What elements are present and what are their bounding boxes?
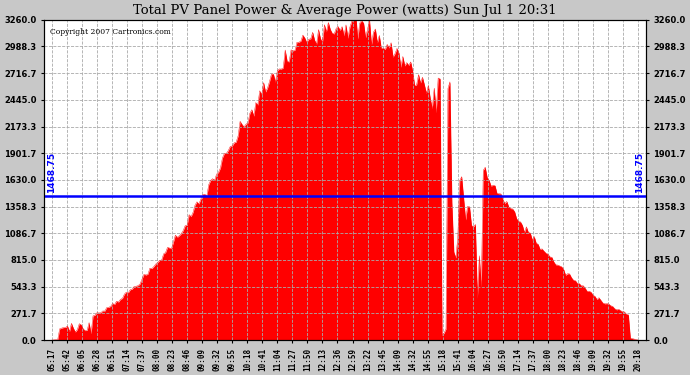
Text: 1468.75: 1468.75 (48, 152, 57, 193)
Text: 1468.75: 1468.75 (635, 152, 644, 193)
Text: Copyright 2007 Cartronics.com: Copyright 2007 Cartronics.com (50, 28, 171, 36)
Title: Total PV Panel Power & Average Power (watts) Sun Jul 1 20:31: Total PV Panel Power & Average Power (wa… (133, 4, 557, 17)
